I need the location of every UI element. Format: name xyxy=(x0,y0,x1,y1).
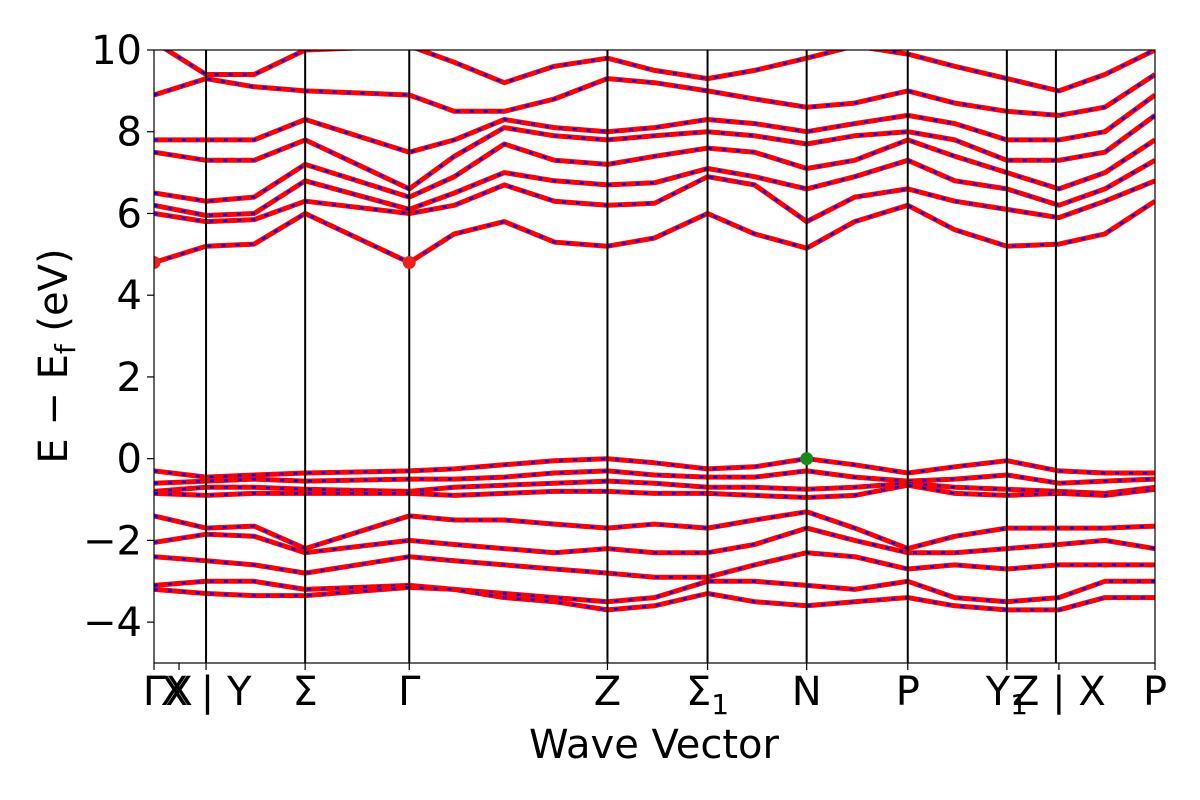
conduction-band-7-blue xyxy=(154,73,1155,117)
y-axis-title-main: E − E xyxy=(31,354,77,464)
conduction-band-8-red xyxy=(162,50,1155,94)
y-axis-title-sub: f xyxy=(49,343,82,354)
conduction-band-4-blue xyxy=(154,138,1155,203)
y-tick-label: 10 xyxy=(91,28,142,74)
x-tick-label: Γ xyxy=(398,669,421,715)
y-tick-label: 6 xyxy=(117,191,142,237)
high-symmetry-lines xyxy=(205,50,1057,663)
extremum-marker xyxy=(402,256,416,270)
extremum-marker xyxy=(800,452,814,466)
y-axis-ticks: −4 −2 0 2 4 6 8 10 xyxy=(83,28,154,646)
valence-band-4-blue xyxy=(154,483,1155,499)
band-lines xyxy=(154,50,1155,613)
valence-band-8-red xyxy=(154,578,1155,605)
valence-band-8-blue xyxy=(154,579,1155,604)
y-tick-label: −4 xyxy=(83,600,142,646)
y-tick-label: 2 xyxy=(117,355,142,401)
x-tick-label: N xyxy=(792,669,822,715)
valence-band-3-blue xyxy=(154,479,1155,495)
extremum-marker xyxy=(154,256,161,270)
plot-frame xyxy=(153,49,1156,664)
conduction-band-5-blue xyxy=(154,114,1155,191)
x-tick-label: Z xyxy=(594,669,621,715)
valence-band-1-blue xyxy=(154,457,1155,479)
valence-band-6-blue xyxy=(154,526,1155,555)
x-tick-label: Σ1 xyxy=(686,669,729,721)
y-tick-label: 8 xyxy=(117,110,142,156)
conduction-band-2-blue xyxy=(154,175,1155,224)
conduction-band-1-red xyxy=(154,199,1155,265)
x-tick-label: P xyxy=(1143,669,1167,715)
y-tick-label: 4 xyxy=(117,273,142,319)
conduction-band-3-red xyxy=(154,157,1155,218)
conduction-band-6-red xyxy=(154,92,1155,155)
x-tick-label: Γ xyxy=(143,669,166,715)
y-tick-label: 0 xyxy=(117,437,142,483)
valence-band-7-red xyxy=(154,550,1155,580)
x-axis-title: Wave Vector xyxy=(529,722,780,768)
extrema-markers xyxy=(154,256,814,466)
y-axis-title-unit: (eV) xyxy=(31,248,77,344)
y-axis-title: E − Ef (eV) xyxy=(31,248,82,463)
x-tick-label: X xyxy=(165,669,192,715)
y-tick-label: −2 xyxy=(83,518,142,564)
x-tick-label: Σ xyxy=(293,669,318,715)
x-tick-label: Y1 xyxy=(985,669,1028,721)
x-tick-label: Z | X xyxy=(1012,669,1106,715)
valence-band-9-blue xyxy=(154,586,1155,612)
conduction-band-4-red xyxy=(154,137,1155,204)
valence-band-2-blue xyxy=(154,469,1155,485)
x-tick-label: P xyxy=(896,669,920,715)
valence-band-7-blue xyxy=(154,551,1155,579)
x-tick-label: X | Y xyxy=(161,669,252,715)
valence-band-5-red xyxy=(154,509,1155,552)
conduction-band-6-blue xyxy=(154,93,1155,154)
